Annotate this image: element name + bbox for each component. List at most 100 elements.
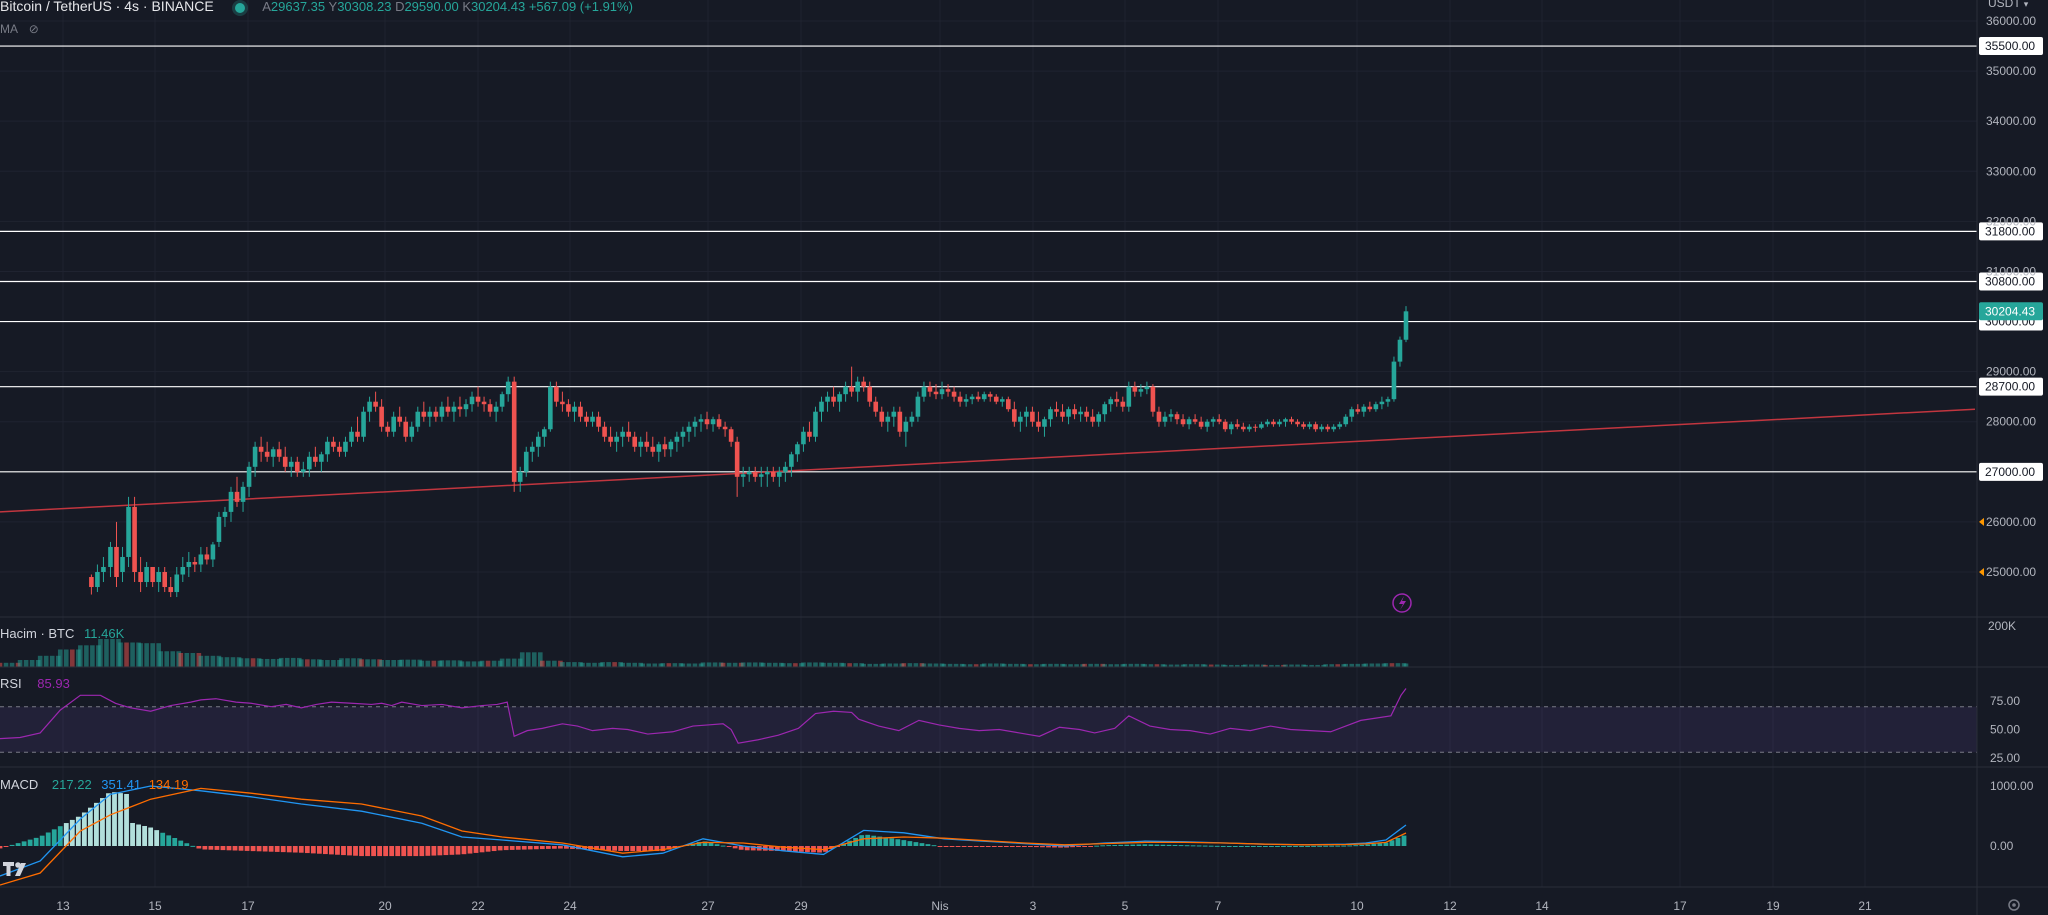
candle <box>1126 381 1132 412</box>
candle-body <box>945 389 951 392</box>
macd-legend[interactable]: MACD 217.22 351.41 134.19 <box>0 777 188 792</box>
price-axis[interactable]: 36000.00 35000.00 34000.00 33000.00 32000.00… <box>1979 14 2036 579</box>
candle <box>300 461 306 477</box>
candle <box>529 441 535 462</box>
volume-bar <box>1263 664 1268 667</box>
volume-bar <box>1283 664 1288 667</box>
candle-body <box>1385 399 1391 402</box>
tradingview-logo-icon[interactable] <box>3 862 26 876</box>
candle-body <box>307 456 312 470</box>
lightning-icon[interactable] <box>1392 593 1412 613</box>
volume-legend[interactable]: Hacim · BTC 11.46K <box>0 626 124 641</box>
volume-bar <box>1269 664 1274 667</box>
candle <box>1048 406 1053 427</box>
candle-body <box>246 466 252 487</box>
candle <box>1066 406 1071 425</box>
macd-histogram-bar <box>148 827 154 846</box>
volume-bar <box>740 662 746 667</box>
candle-body <box>801 431 806 445</box>
macd-histogram-bar <box>883 837 889 846</box>
rsi-pane: 75.00 50.00 25.00 <box>0 688 2020 765</box>
eye-off-icon[interactable]: ⊘ <box>28 22 39 36</box>
candle-body <box>367 401 372 412</box>
open-value: 29637.35 <box>270 0 326 14</box>
candle <box>126 496 131 567</box>
volume-bar <box>1001 663 1007 667</box>
candle <box>1367 401 1373 412</box>
macd-histogram-bar <box>967 846 973 847</box>
volume-bar <box>98 639 103 667</box>
candle-body <box>1289 419 1294 422</box>
candle <box>1114 391 1120 407</box>
time-axis[interactable]: 13 15 17 20 22 24 27 29 Nis 3 5 7 10 12 14 17 19 21 <box>56 899 1872 913</box>
ma-legend[interactable]: MA ⊘ <box>0 22 39 36</box>
volume-bar <box>572 662 577 667</box>
candle <box>698 414 704 432</box>
candle-body <box>240 486 246 502</box>
candle-body <box>969 396 975 400</box>
volume-bar <box>1194 664 1200 667</box>
market-status-icon[interactable] <box>235 2 246 13</box>
alert-marker-icon[interactable] <box>1979 568 1984 576</box>
candle-body <box>1331 426 1336 430</box>
rsi-legend[interactable]: RSI 85.93 <box>0 676 70 691</box>
macd-histogram-bar <box>280 846 286 853</box>
trend-line[interactable] <box>0 408 1976 513</box>
volume-bar <box>331 660 336 667</box>
candle-body <box>463 404 469 410</box>
candle <box>951 386 957 402</box>
volume-bar <box>1068 664 1073 667</box>
macd-histogram-bar <box>1154 844 1160 846</box>
candle-body <box>427 411 433 417</box>
volume-bar <box>626 662 631 667</box>
symbol-title[interactable]: Bitcoin / TetherUS · 4s · BINANCE <box>0 0 214 14</box>
candle <box>475 386 481 407</box>
candle-body <box>1162 416 1168 422</box>
macd-histogram-bar <box>1256 846 1262 847</box>
candle <box>771 466 776 482</box>
alert-marker-icon[interactable] <box>1979 517 1984 526</box>
volume-bar <box>1355 663 1361 667</box>
candle <box>373 391 378 412</box>
candle-body <box>234 491 240 502</box>
macd-histogram-bar <box>557 846 563 849</box>
candle-body <box>198 554 204 565</box>
macd-histogram-bar <box>244 846 250 851</box>
candle-body <box>1355 409 1361 412</box>
candle <box>1012 401 1017 427</box>
gear-icon[interactable] <box>2008 899 2020 911</box>
candle-body <box>1192 419 1198 422</box>
candle <box>831 386 836 407</box>
currency-selector[interactable]: USDT ▾ <box>1988 0 2028 10</box>
candle-body <box>138 572 143 583</box>
candle-body <box>1373 404 1379 410</box>
macd-histogram-bar <box>1220 845 1226 847</box>
volume-bar <box>887 663 893 667</box>
candle-body <box>469 396 475 405</box>
macd-histogram-bar <box>15 843 21 846</box>
candle <box>1253 424 1258 432</box>
candle <box>114 521 119 588</box>
candle <box>1018 411 1023 432</box>
candle <box>325 436 330 462</box>
volume-bar <box>144 643 149 667</box>
volume-bar <box>933 663 939 667</box>
candles <box>89 306 1409 598</box>
volume-bar <box>813 662 818 667</box>
time-tick-label: 14 <box>1535 899 1549 913</box>
macd-histogram-bar <box>853 837 859 846</box>
volume-bar <box>612 662 617 667</box>
candle-body <box>319 454 324 462</box>
candle-body <box>313 456 318 462</box>
macd-histogram-bar <box>160 832 166 846</box>
volume-bar <box>861 663 866 667</box>
candle-body <box>843 386 848 395</box>
candle <box>391 411 396 437</box>
level-tag-bg <box>1979 272 2043 291</box>
macd-histogram-bar <box>666 846 672 850</box>
candle-body <box>656 444 662 452</box>
candle-body <box>644 441 650 447</box>
candle-body <box>349 431 354 442</box>
